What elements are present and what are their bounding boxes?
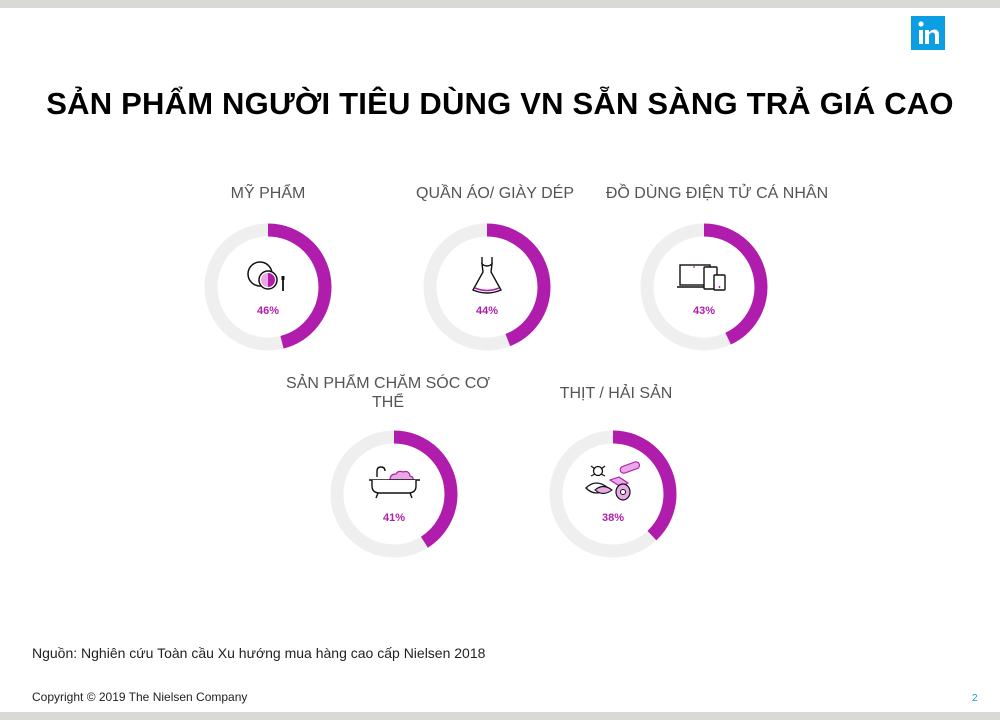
bottom-bar: [0, 712, 1000, 720]
source-note: Nguồn: Nghiên cứu Toàn cầu Xu hướng mua …: [32, 645, 486, 661]
donut-chart: 44%: [417, 217, 557, 357]
category-label: ĐỒ DÙNG ĐIỆN TỬ CÁ NHÂN: [605, 185, 829, 202]
top-bar: [0, 0, 1000, 8]
devices-icon: [677, 264, 726, 291]
category-label: THỊT / HẢI SẢN: [559, 385, 673, 402]
donut-value-arc: [640, 223, 768, 351]
donut-chart: 46%: [198, 217, 338, 357]
nielsen-logo: [911, 16, 945, 50]
donut-chart: 41%: [324, 424, 464, 564]
copyright-text: Copyright © 2019 The Nielsen Company: [32, 690, 248, 704]
bathtub-icon: [369, 466, 420, 499]
donut-chart: 38%: [543, 424, 683, 564]
meat-seafood-icon: [585, 461, 640, 501]
donut-value-arc: [549, 430, 677, 558]
category-label: QUẦN ÁO/ GIÀY DÉP: [416, 185, 574, 202]
donut-value-arc: [423, 223, 551, 351]
donut-value-arc: [330, 430, 458, 558]
percentage-label: 41%: [382, 512, 406, 524]
page-number: 2: [972, 693, 978, 704]
percentage-label: 46%: [256, 305, 280, 317]
cosmetics-icon: [247, 261, 285, 291]
donut-chart: 43%: [634, 217, 774, 357]
category-label: SẢN PHẨM CHĂM SÓC CƠ THỂ: [286, 375, 490, 411]
donut-value-arc: [204, 223, 332, 351]
page-title: SẢN PHẨM NGƯỜI TIÊU DÙNG VN SẴN SÀNG TRẢ…: [46, 86, 954, 121]
dress-icon: [472, 257, 502, 294]
category-label: MỸ PHẨM: [230, 185, 306, 202]
percentage-label: 38%: [601, 512, 625, 524]
percentage-label: 43%: [692, 305, 716, 317]
percentage-label: 44%: [475, 305, 499, 317]
